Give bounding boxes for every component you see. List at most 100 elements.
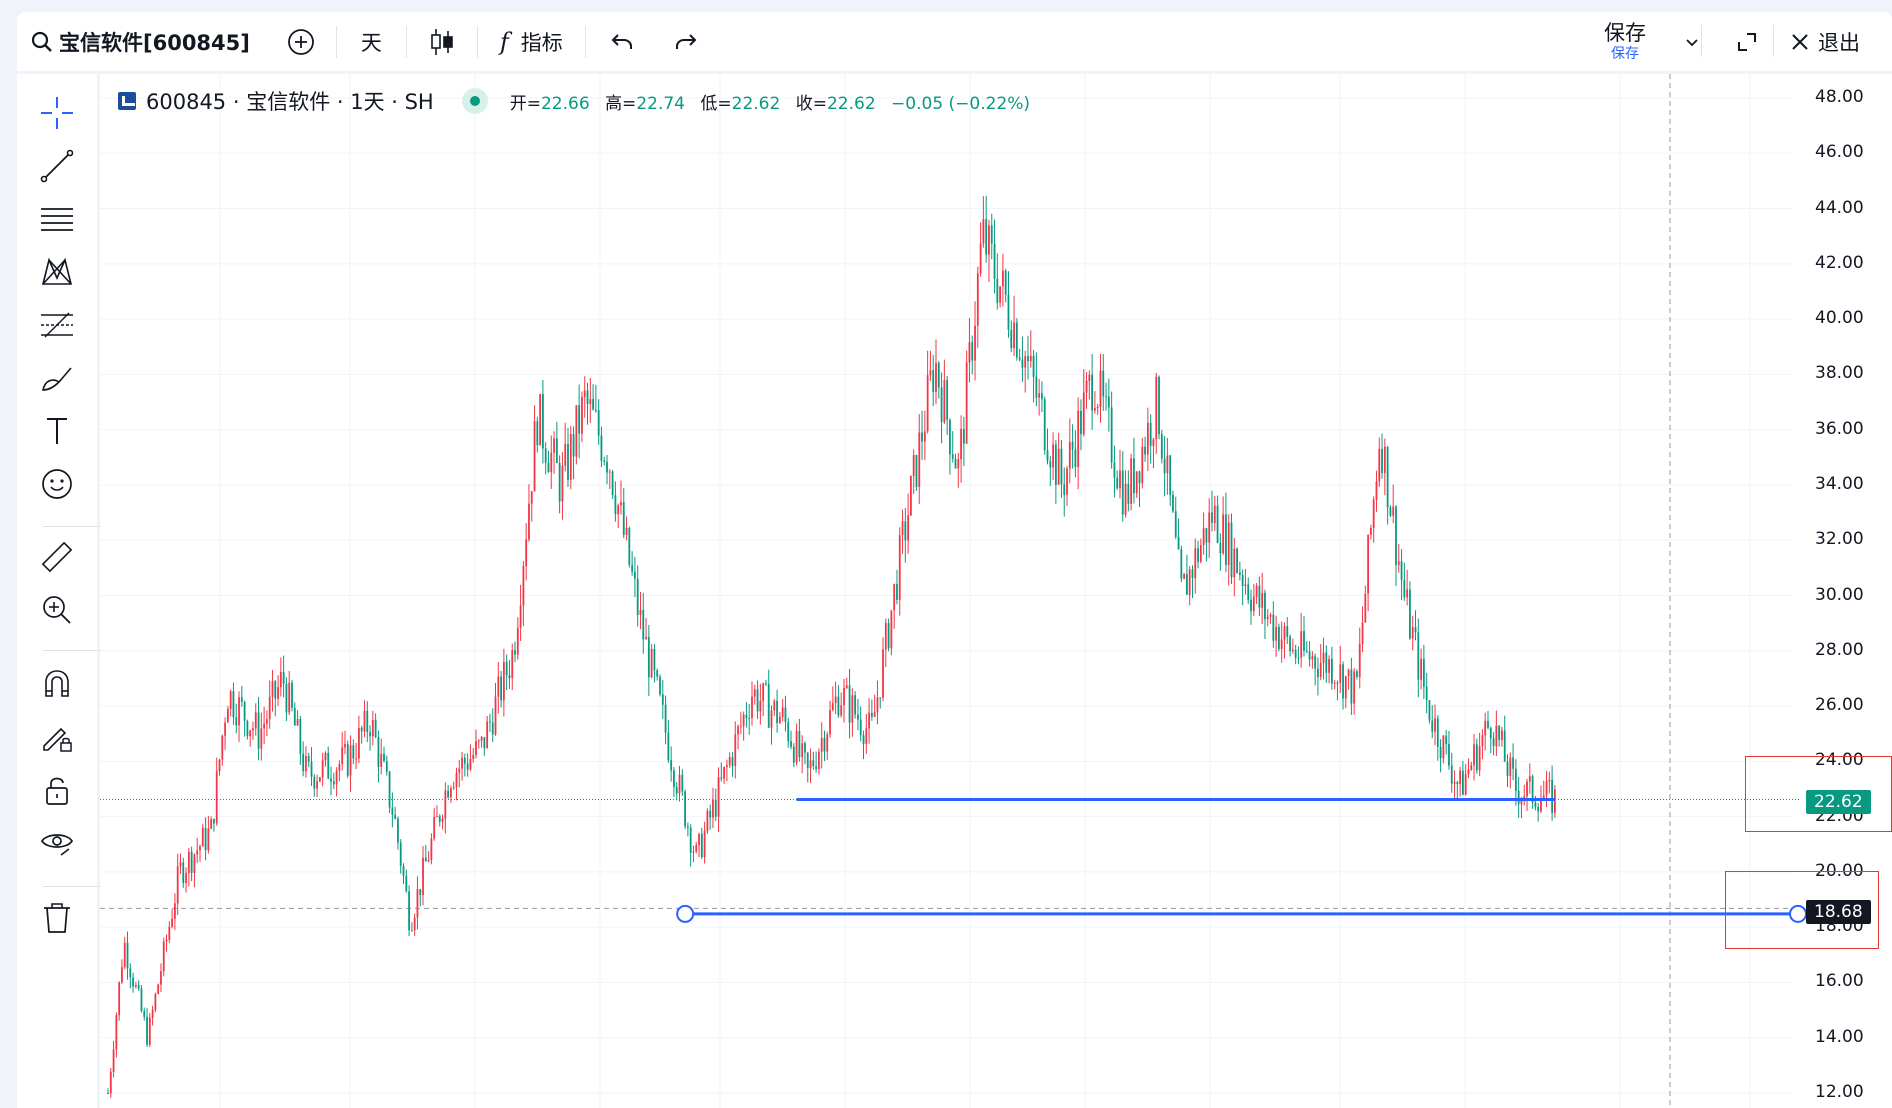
price-tick-label: 12.00 bbox=[1815, 1082, 1864, 1102]
candle-body bbox=[1311, 656, 1314, 660]
compare-symbol-button[interactable] bbox=[266, 12, 336, 71]
legend-symbol-title[interactable]: 600845 · 宝信软件 · 1天 · SH bbox=[146, 90, 434, 114]
candle-body bbox=[790, 741, 792, 747]
candle-body bbox=[525, 539, 528, 567]
exit-label: 退出 bbox=[1818, 30, 1860, 55]
redo-button[interactable] bbox=[654, 12, 718, 71]
interval-button[interactable]: 天 bbox=[337, 12, 406, 71]
candle-body bbox=[898, 535, 901, 600]
candle bbox=[1344, 675, 1347, 709]
lock-all-tool[interactable] bbox=[17, 768, 97, 812]
indicators-button[interactable]: f 指标 bbox=[478, 12, 585, 71]
candle bbox=[706, 808, 709, 834]
candle-body bbox=[444, 790, 447, 819]
candle bbox=[840, 692, 843, 718]
magnet-tool[interactable] bbox=[17, 662, 97, 706]
horizontal-lines-tool[interactable] bbox=[17, 197, 97, 241]
candle bbox=[600, 426, 603, 468]
candle bbox=[1160, 429, 1163, 464]
candle bbox=[204, 817, 207, 861]
save-button[interactable]: 保存 保存 bbox=[1580, 22, 1670, 61]
text-tool[interactable] bbox=[17, 409, 97, 453]
delete-drawings-tool[interactable] bbox=[17, 896, 97, 940]
candle bbox=[436, 805, 438, 818]
measure-tool[interactable] bbox=[17, 535, 97, 579]
price-tick-label: 32.00 bbox=[1815, 529, 1864, 550]
candle-body bbox=[1191, 569, 1194, 579]
candle bbox=[1241, 569, 1244, 606]
chart-pane[interactable] bbox=[100, 74, 1892, 1108]
candle-body bbox=[823, 737, 826, 752]
candle-body bbox=[1152, 439, 1155, 446]
candle bbox=[971, 335, 974, 375]
crosshair-tool[interactable] bbox=[17, 91, 97, 135]
hide-drawings-tool[interactable] bbox=[17, 821, 97, 865]
candle bbox=[1289, 634, 1291, 657]
candle bbox=[1545, 770, 1548, 808]
price-tick-label: 24.00 bbox=[1815, 750, 1864, 771]
candle-body bbox=[257, 712, 260, 749]
candle-body bbox=[1169, 455, 1172, 495]
fibonacci-tool[interactable] bbox=[17, 303, 97, 347]
candle bbox=[1244, 569, 1247, 595]
candle bbox=[1166, 437, 1169, 495]
exit-button[interactable]: 退出 bbox=[1790, 12, 1860, 71]
undo-icon bbox=[611, 33, 632, 49]
market-status-icon[interactable] bbox=[461, 88, 488, 114]
candle-body bbox=[1041, 393, 1043, 400]
candle-body bbox=[1002, 270, 1004, 287]
candle-body bbox=[1492, 738, 1495, 747]
candle-body bbox=[422, 857, 424, 896]
candle bbox=[843, 678, 845, 723]
emoji-tool[interactable] bbox=[17, 462, 97, 506]
candle bbox=[1027, 335, 1029, 380]
candle bbox=[1049, 456, 1052, 487]
candle bbox=[795, 723, 798, 766]
candle bbox=[1548, 771, 1551, 794]
candle bbox=[1392, 484, 1395, 524]
symbol-search-button[interactable]: 宝信软件[600845] bbox=[17, 12, 266, 71]
pencil-lock-icon bbox=[43, 727, 72, 752]
zoom-tool[interactable] bbox=[17, 588, 97, 632]
candle-body bbox=[703, 831, 706, 858]
save-menu-button[interactable] bbox=[1670, 37, 1714, 47]
undo-button[interactable] bbox=[586, 12, 654, 71]
chart-legend[interactable]: 600845 · 宝信软件 · 1天 · SH 开=22.66 高=22.74 … bbox=[118, 88, 1030, 114]
candle-body bbox=[656, 670, 659, 677]
candle-body bbox=[586, 390, 589, 405]
candle-body bbox=[1350, 669, 1353, 704]
chart-type-button[interactable] bbox=[407, 12, 477, 71]
candle bbox=[1542, 780, 1545, 801]
high-label: 高= bbox=[605, 93, 637, 114]
candle-body bbox=[544, 448, 547, 463]
candle-body bbox=[1094, 407, 1096, 411]
candle-body bbox=[1406, 589, 1409, 598]
candle bbox=[1439, 739, 1442, 773]
candle-body bbox=[1383, 446, 1386, 473]
candle bbox=[1236, 547, 1238, 574]
fullscreen-button[interactable] bbox=[1719, 12, 1775, 71]
candle-body bbox=[402, 866, 405, 876]
candle bbox=[1322, 637, 1325, 680]
candle-body bbox=[196, 850, 199, 855]
candle-body bbox=[918, 432, 921, 487]
candle-body bbox=[1188, 569, 1191, 595]
candle bbox=[511, 643, 514, 691]
candle bbox=[873, 694, 876, 718]
candle bbox=[174, 893, 176, 931]
brush-tool[interactable] bbox=[17, 356, 97, 400]
lock-drawing-tool[interactable] bbox=[17, 715, 97, 759]
pattern-tool[interactable] bbox=[17, 250, 97, 294]
candle bbox=[572, 426, 575, 480]
toolbar-divider bbox=[43, 650, 101, 651]
trend-line-tool[interactable] bbox=[17, 144, 97, 188]
candle-body bbox=[1130, 458, 1133, 504]
candle-body bbox=[915, 455, 918, 487]
candle bbox=[1105, 382, 1107, 411]
candle-body bbox=[678, 774, 681, 794]
candle bbox=[990, 213, 993, 260]
price-chart[interactable] bbox=[100, 74, 1892, 1108]
candle-body bbox=[1344, 676, 1347, 699]
candle bbox=[781, 698, 784, 722]
candle bbox=[1180, 545, 1183, 583]
